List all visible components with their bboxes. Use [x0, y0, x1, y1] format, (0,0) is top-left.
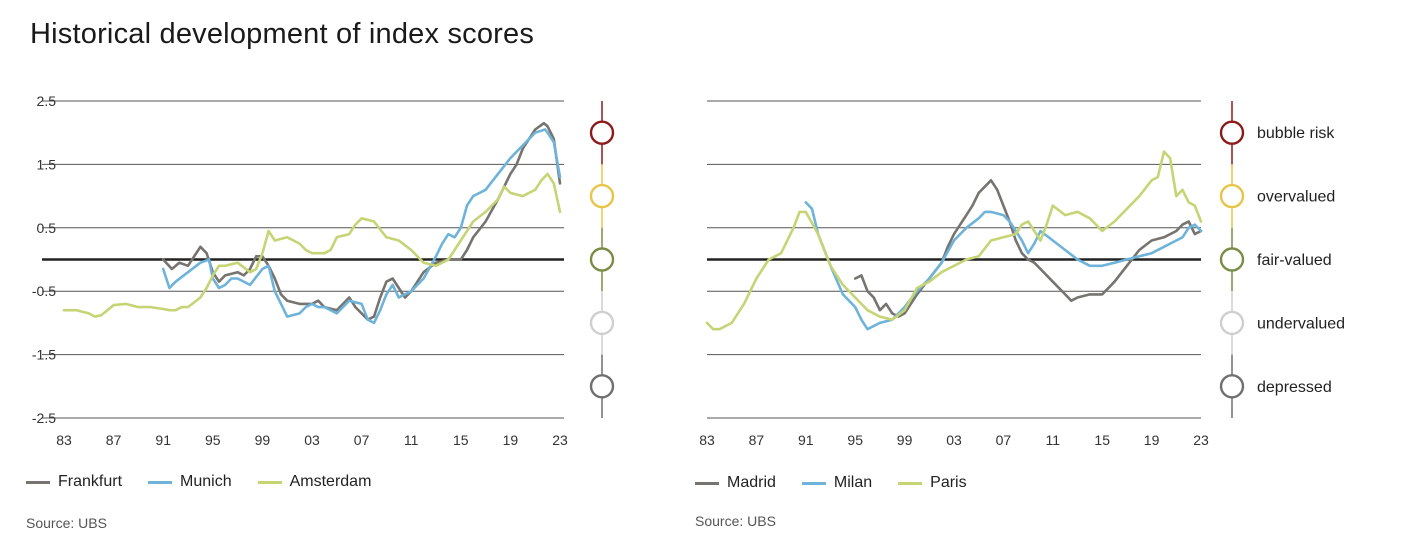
x-tick-label: 23: [1193, 432, 1209, 448]
y-tick-label: -2.5: [32, 410, 56, 426]
legend-label-madrid: Madrid: [727, 474, 776, 491]
legend-item-munich[interactable]: Munich: [148, 473, 232, 491]
category-label-bubble-risk: bubble risk: [1257, 125, 1335, 142]
x-tick-label: 99: [897, 432, 913, 448]
fair-valued-circle-icon: [1219, 247, 1245, 272]
series-line-amsterdam[interactable]: [62, 172, 562, 318]
y-tick-label: 0.5: [37, 220, 57, 236]
undervalued-circle-icon: [589, 310, 615, 336]
legend-swatch-paris: [898, 481, 923, 485]
series-line-frankfurt[interactable]: [161, 121, 562, 322]
y-tick-label: 1.5: [37, 156, 57, 172]
legend-swatch-frankfurt: [26, 480, 50, 484]
x-tick-label: 07: [996, 432, 1012, 448]
x-tick-label: 15: [453, 432, 469, 448]
right-category-scale: bubble risk overvalued fair-valued underval…: [1219, 101, 1345, 418]
legend-item-madrid[interactable]: Madrid: [695, 474, 776, 492]
fair-valued-circle-icon: [589, 247, 615, 272]
x-tick-label: 87: [106, 432, 122, 448]
x-tick-label: 87: [749, 432, 765, 448]
x-tick-label: 07: [354, 432, 370, 448]
left-legend: Frankfurt Munich Amsterdam: [26, 473, 397, 491]
left-chart: 2.5 1.5 0.5 -0.5 -1.5 -2.583 87 91 95 99 03 07 11 15 1…: [32, 93, 568, 448]
left-category-scale: [589, 101, 615, 418]
legend-label-frankfurt: Frankfurt: [58, 473, 123, 490]
legend-item-paris[interactable]: Paris: [898, 474, 967, 492]
y-tick-label: -0.5: [32, 283, 56, 299]
x-tick-label: 95: [847, 432, 863, 448]
x-tick-label: 11: [404, 432, 419, 448]
legend-label-paris: Paris: [930, 474, 967, 491]
undervalued-circle-icon: [1219, 310, 1245, 336]
x-tick-label: 83: [56, 432, 72, 448]
overvalued-circle-icon: [1219, 183, 1245, 209]
legend-label-milan: Milan: [833, 474, 873, 491]
category-label-undervalued: undervalued: [1257, 315, 1345, 332]
depressed-circle-icon: [589, 374, 615, 399]
x-tick-label: 15: [1094, 432, 1110, 448]
category-label-depressed: depressed: [1257, 379, 1332, 396]
x-tick-label: 91: [155, 432, 171, 448]
series-line-paris[interactable]: [705, 150, 1203, 331]
legend-swatch-munich: [148, 480, 173, 484]
x-tick-label: 19: [503, 432, 519, 448]
right-chart: 83 87 91 95 99 03 07 11 15 19 23: [699, 100, 1209, 448]
overvalued-circle-icon: [589, 183, 615, 209]
right-legend: Madrid Milan Paris: [695, 474, 993, 492]
source-right: Source: UBS: [695, 513, 776, 529]
bubble-risk-circle-icon: [589, 120, 615, 145]
chart-title: Historical development of index scores: [30, 18, 535, 50]
series-line-madrid[interactable]: [853, 179, 1203, 318]
bubble-risk-circle-icon: [1219, 120, 1245, 145]
x-tick-label: 03: [304, 432, 320, 448]
legend-item-milan[interactable]: Milan: [801, 474, 873, 492]
source-left: Source: UBS: [26, 515, 107, 531]
x-tick-label: 99: [255, 432, 271, 448]
category-label-fair-valued: fair-valued: [1257, 252, 1332, 269]
x-tick-label: 95: [205, 432, 221, 448]
legend-swatch-amsterdam: [257, 480, 282, 484]
x-tick-label: 83: [699, 432, 715, 448]
x-tick-label: 11: [1046, 432, 1061, 448]
legend-item-amsterdam[interactable]: Amsterdam: [257, 473, 372, 491]
legend-label-amsterdam: Amsterdam: [289, 473, 372, 490]
series-line-milan[interactable]: [804, 201, 1203, 331]
series-line-munich[interactable]: [161, 128, 562, 325]
y-tick-label: -1.5: [32, 347, 56, 363]
depressed-circle-icon: [1219, 374, 1245, 399]
category-label-overvalued: overvalued: [1257, 189, 1335, 206]
y-tick-label: 2.5: [37, 93, 57, 109]
x-tick-label: 91: [798, 432, 814, 448]
legend-item-frankfurt[interactable]: Frankfurt: [26, 473, 122, 491]
x-tick-label: 03: [946, 432, 962, 448]
legend-swatch-madrid: [695, 481, 719, 485]
x-tick-label: 23: [552, 432, 568, 448]
legend-swatch-milan: [801, 481, 826, 485]
x-tick-label: 19: [1144, 432, 1160, 448]
legend-label-munich: Munich: [180, 473, 232, 490]
